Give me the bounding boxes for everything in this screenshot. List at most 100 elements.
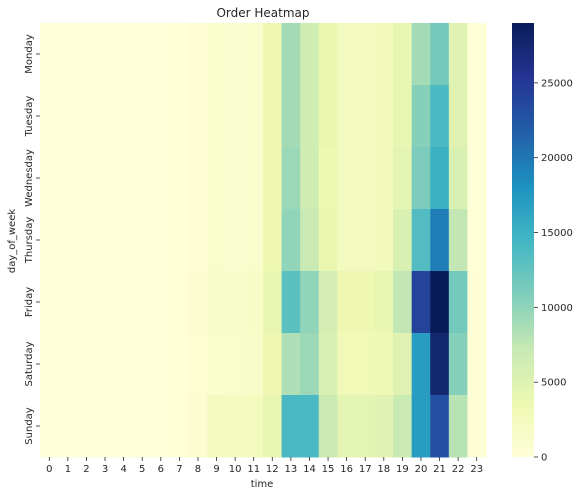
heatmap-cell	[337, 85, 357, 148]
heatmap-cell	[225, 271, 245, 334]
heatmap-cell	[374, 209, 394, 272]
colorbar-tick-label: 0	[541, 453, 547, 464]
y-axis-ticks: Monday Tuesday Wednesday Thursday Friday Satu…	[24, 34, 40, 445]
heatmap-cell	[430, 333, 450, 396]
heatmap-cell	[430, 395, 450, 458]
heatmap-cell	[40, 85, 60, 148]
heatmap-cell	[337, 209, 357, 272]
heatmap-cell	[300, 209, 320, 272]
heatmap-cell	[393, 271, 413, 334]
heatmap-cell	[170, 147, 190, 210]
heatmap-cell	[337, 333, 357, 396]
heatmap-cell	[337, 23, 357, 86]
heatmap-cell	[170, 395, 190, 458]
heatmap-cell	[374, 333, 394, 396]
x-tick-label: 15	[322, 464, 335, 475]
heatmap-cell	[318, 333, 338, 396]
heatmap-cell	[300, 333, 320, 396]
heatmap-cell	[337, 147, 357, 210]
x-tick-label: 10	[229, 464, 242, 475]
heatmap-cell	[188, 23, 208, 86]
x-tick-label: 14	[303, 464, 316, 475]
x-tick-label: 6	[158, 464, 164, 475]
heatmap-cell	[40, 395, 60, 458]
heatmap-cell	[114, 271, 134, 334]
heatmap-cell	[40, 209, 60, 272]
heatmap-cell	[393, 23, 413, 86]
colorbar	[512, 23, 534, 457]
heatmap-cell	[207, 85, 227, 148]
heatmap-cell	[411, 209, 431, 272]
heatmap-cell	[263, 147, 283, 210]
heatmap-cells	[40, 23, 487, 458]
heatmap-cell	[467, 395, 487, 458]
x-tick-label: 5	[139, 464, 145, 475]
heatmap-cell	[318, 147, 338, 210]
heatmap-cell	[263, 395, 283, 458]
heatmap-cell	[114, 395, 134, 458]
heatmap-cell	[448, 395, 468, 458]
heatmap-cell	[244, 209, 264, 272]
heatmap-cell	[114, 85, 134, 148]
heatmap-cell	[430, 85, 450, 148]
heatmap-cell	[318, 209, 338, 272]
heatmap-cell	[114, 209, 134, 272]
y-tick-label: Thursday	[24, 217, 35, 265]
heatmap-cell	[300, 147, 320, 210]
heatmap-cell	[374, 395, 394, 458]
x-axis-label: time	[251, 479, 274, 490]
heatmap-cell	[207, 23, 227, 86]
heatmap-cell	[411, 85, 431, 148]
heatmap-cell	[411, 147, 431, 210]
heatmap-cell	[318, 395, 338, 458]
heatmap-cell	[430, 147, 450, 210]
colorbar-tick-label: 15000	[541, 228, 573, 239]
chart-title: Order Heatmap	[216, 6, 309, 20]
heatmap-cell	[374, 85, 394, 148]
x-tick-label: 8	[195, 464, 201, 475]
heatmap-cell	[337, 395, 357, 458]
heatmap-cell	[188, 147, 208, 210]
heatmap-cell	[244, 395, 264, 458]
heatmap-cell	[77, 333, 97, 396]
x-tick-label: 22	[452, 464, 465, 475]
heatmap-cell	[263, 23, 283, 86]
heatmap-cell	[151, 395, 171, 458]
heatmap-cell	[244, 333, 264, 396]
heatmap-cell	[151, 147, 171, 210]
heatmap-cell	[355, 395, 375, 458]
heatmap-cell	[188, 85, 208, 148]
heatmap-cell	[411, 395, 431, 458]
heatmap-cell	[411, 333, 431, 396]
heatmap-cell	[95, 23, 115, 86]
heatmap-cell	[40, 23, 60, 86]
colorbar-ticks: 0 5000 10000 15000 20000 25000	[534, 78, 573, 464]
heatmap-cell	[244, 271, 264, 334]
heatmap-cell	[114, 147, 134, 210]
heatmap-cell	[448, 23, 468, 86]
heatmap-cell	[95, 147, 115, 210]
heatmap-cell	[170, 271, 190, 334]
heatmap-cell	[40, 333, 60, 396]
heatmap-cell	[281, 395, 301, 458]
y-tick-label: Monday	[24, 34, 35, 74]
heatmap-cell	[467, 23, 487, 86]
heatmap-cell	[355, 209, 375, 272]
heatmap-cell	[263, 85, 283, 148]
heatmap-cell	[132, 333, 152, 396]
heatmap-cell	[448, 209, 468, 272]
heatmap-cell	[151, 23, 171, 86]
heatmap-cell	[225, 85, 245, 148]
heatmap-cell	[225, 395, 245, 458]
heatmap-cell	[225, 333, 245, 396]
heatmap-cell	[337, 271, 357, 334]
heatmap-cell	[58, 23, 78, 86]
heatmap-cell	[188, 333, 208, 396]
heatmap-cell	[95, 85, 115, 148]
heatmap-cell	[77, 23, 97, 86]
heatmap-cell	[58, 147, 78, 210]
heatmap-cell	[207, 271, 227, 334]
x-tick-label: 23	[470, 464, 483, 475]
heatmap-cell	[393, 333, 413, 396]
